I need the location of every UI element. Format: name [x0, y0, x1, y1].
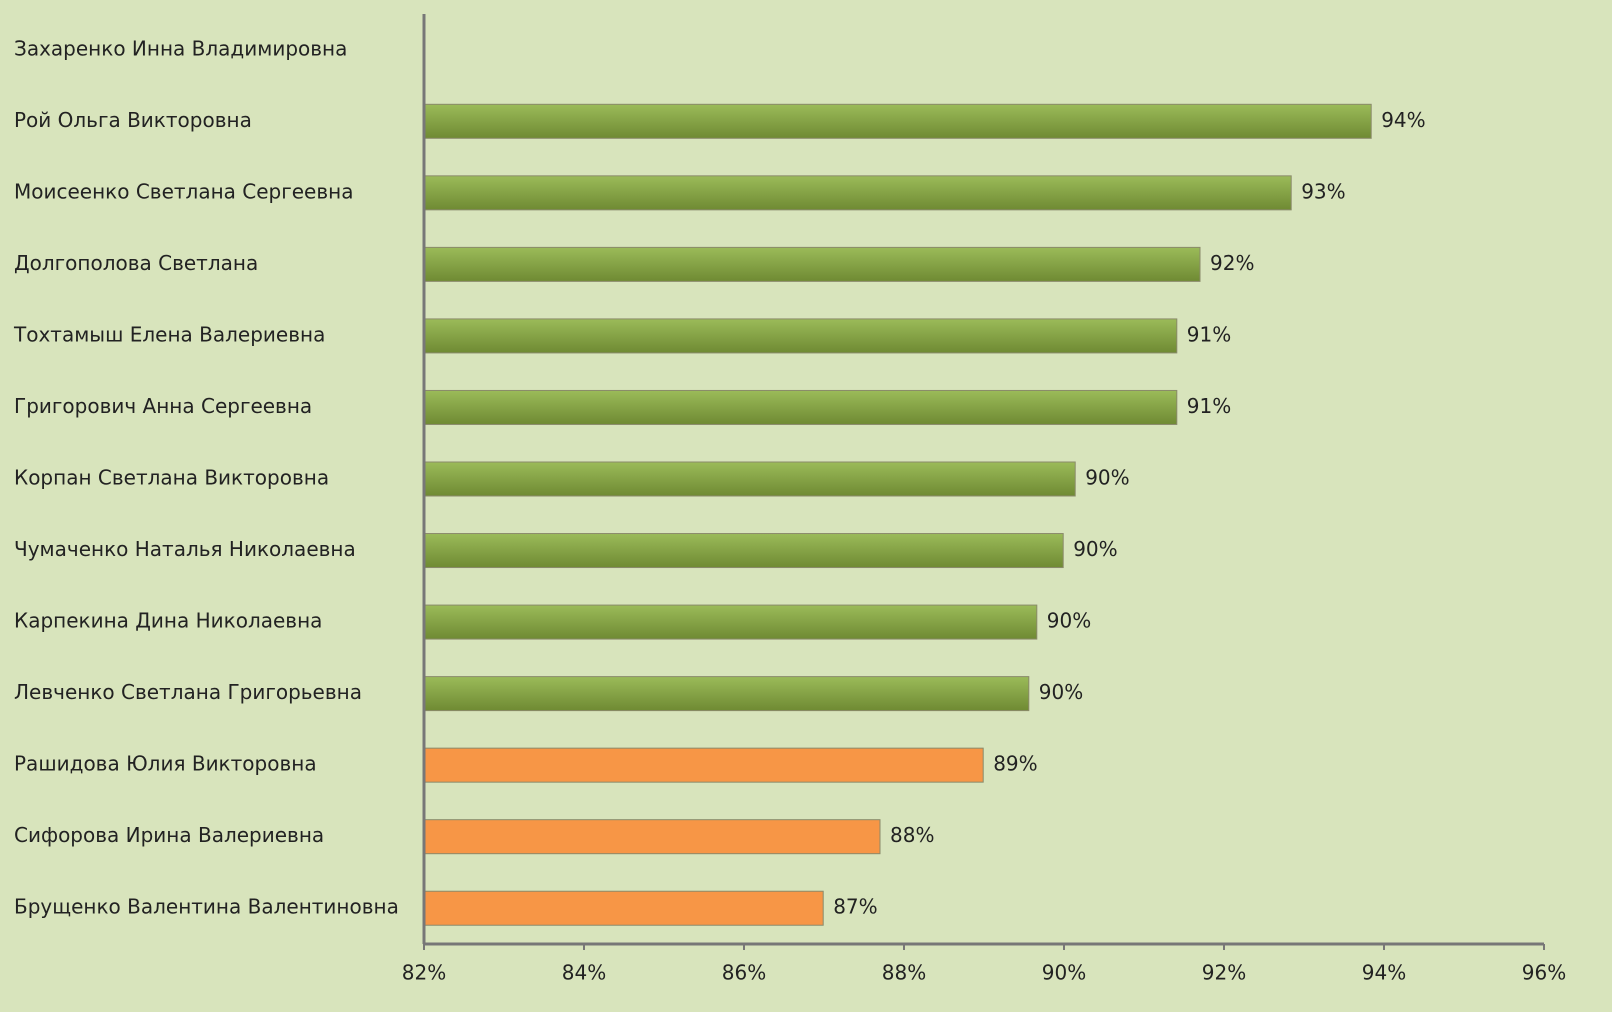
data-label: 90%: [1085, 466, 1129, 490]
x-tick-label: 82%: [402, 961, 446, 985]
bar: [423, 747, 984, 783]
x-tick-label: 90%: [1042, 961, 1086, 985]
data-label: 93%: [1301, 179, 1345, 203]
bar: [423, 318, 1178, 354]
data-label: 91%: [1187, 322, 1231, 346]
data-label: 94%: [1381, 108, 1425, 132]
data-label: 91%: [1187, 394, 1231, 418]
data-label: 90%: [1073, 537, 1117, 561]
bar: [423, 890, 824, 926]
x-tick-label: 88%: [882, 961, 926, 985]
bar: [423, 819, 881, 855]
bar: [423, 461, 1076, 497]
category-label: Моисеенко Светлана Сергеевна: [14, 179, 353, 203]
bar: [423, 604, 1038, 640]
data-label: 90%: [1047, 609, 1091, 633]
x-tick-label: 92%: [1202, 961, 1246, 985]
x-tick-label: 94%: [1362, 961, 1406, 985]
data-label: 90%: [1039, 680, 1083, 704]
bar: [423, 533, 1064, 569]
category-label: Рашидова Юлия Викторовна: [14, 752, 317, 776]
x-tick-label: 84%: [562, 961, 606, 985]
bar: [423, 246, 1201, 282]
x-tick-label: 86%: [722, 961, 766, 985]
category-label: Карпекина Дина Николаевна: [14, 609, 322, 633]
category-label: Захаренко Инна Владимировна: [14, 36, 347, 60]
bar: [423, 676, 1030, 712]
data-label: 92%: [1210, 251, 1254, 275]
category-label: Рой Ольга Викторовна: [14, 108, 252, 132]
category-label: Брущенко Валентина Валентиновна: [14, 895, 399, 919]
data-label: 88%: [890, 823, 934, 847]
data-label: 89%: [993, 752, 1037, 776]
category-label: Долгополова Светлана: [14, 251, 258, 275]
category-label: Сифорова Ирина Валериевна: [14, 823, 324, 847]
bar: [423, 103, 1372, 139]
data-label: 87%: [833, 895, 877, 919]
bar: [423, 175, 1292, 211]
bar: [423, 389, 1178, 425]
x-tick-label: 96%: [1522, 961, 1566, 985]
category-label: Корпан Светлана Викторовна: [14, 466, 329, 490]
category-label: Тохтамыш Елена Валериевна: [13, 322, 325, 346]
category-label: Григорович Анна Сергеевна: [14, 394, 312, 418]
category-label: Чумаченко Наталья Николаевна: [14, 537, 356, 561]
category-label: Левченко Светлана Григорьевна: [14, 680, 362, 704]
